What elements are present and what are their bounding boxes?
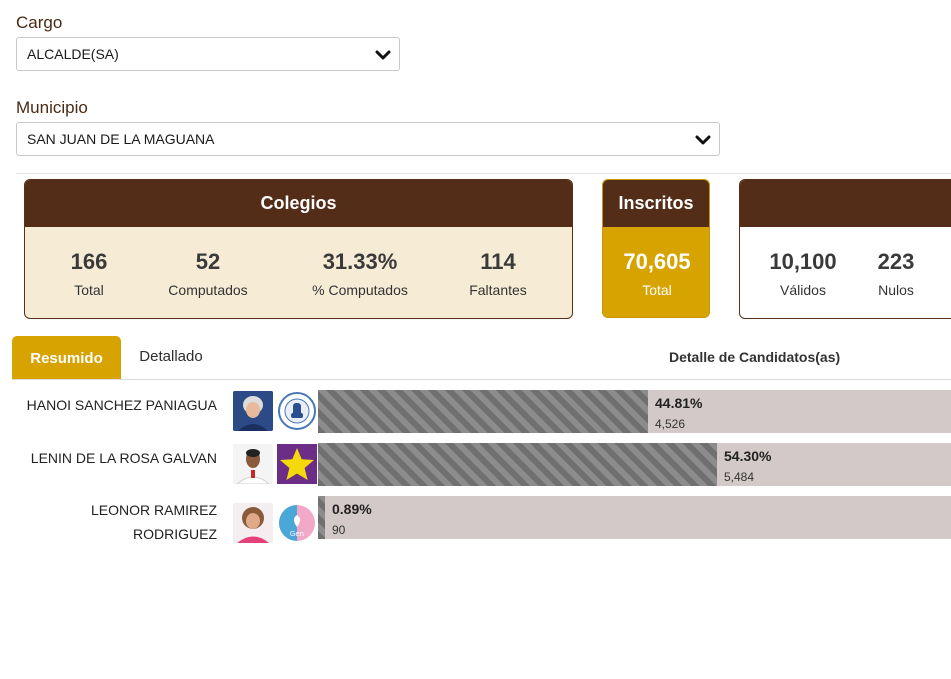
- stat-label: % Computados: [312, 282, 408, 298]
- candidate-name: LENIN DE LA ROSA GALVAN: [31, 446, 217, 470]
- stat-value: 52: [195, 249, 221, 274]
- candidate-bar-fill: [318, 496, 325, 539]
- stat-value: 31.33%: [322, 249, 398, 274]
- candidate-photo-avatar: [233, 391, 273, 431]
- cargo-select[interactable]: ALCALDE(SA): [16, 37, 400, 71]
- stat-value: 223: [877, 249, 915, 274]
- psd-party-logo-icon: [277, 391, 317, 431]
- candidate-bar-fill: [318, 390, 648, 433]
- chevron-down-icon: [375, 50, 391, 60]
- yellow-star-party-logo-icon: [277, 444, 317, 484]
- candidate-photo-avatar: [233, 503, 273, 543]
- stat-label: Nulos: [878, 282, 914, 298]
- candidate-percent: 0.89%: [332, 501, 372, 517]
- stat-label: Total: [642, 282, 672, 298]
- inscritos-card: Inscritos 70,605 Total: [602, 179, 710, 318]
- candidate-votes: 5,484: [724, 470, 755, 484]
- candidate-bar-fill: [318, 443, 717, 486]
- candidate-name: LEONOR RAMIREZ RODRIGUEZ: [91, 498, 217, 546]
- stat-label: Total: [74, 282, 104, 298]
- candidate-name-line: LEONOR RAMIREZ: [90, 502, 217, 518]
- tab-resumido[interactable]: Resumido: [12, 336, 121, 380]
- candidate-votes: 4,526: [655, 417, 686, 431]
- stat-value: 10,100: [769, 249, 837, 274]
- votos-card: 10,100 Válidos 223 Nulos: [739, 179, 951, 319]
- stat-value: 166: [70, 249, 108, 274]
- stat-value: 114: [480, 249, 516, 274]
- stat-label: Computados: [168, 282, 248, 298]
- stat-label: Faltantes: [469, 282, 527, 298]
- municipio-select-value: SAN JUAN DE LA MAGUANA: [27, 131, 215, 147]
- candidate-name-line: LENIN DE LA ROSA GALVAN: [30, 450, 217, 466]
- chevron-down-icon: [695, 135, 711, 145]
- stat-value: 70,605: [623, 249, 691, 274]
- candidate-photo-avatar: [233, 444, 273, 484]
- colegios-card: Colegios 166 Total 52 Computados 31.33% …: [24, 179, 573, 319]
- svg-text:Gen: Gen: [290, 530, 304, 538]
- inscritos-card-title: Inscritos: [603, 180, 709, 227]
- municipio-select[interactable]: SAN JUAN DE LA MAGUANA: [16, 122, 720, 156]
- detail-title: Detalle de Candidatos(as): [669, 349, 841, 365]
- candidate-votes: 90: [332, 523, 346, 537]
- tab-detallado[interactable]: Detallado: [139, 347, 203, 365]
- candidate-bar-track: 54.30% 5,484: [318, 443, 951, 486]
- candidate-bar-track: 0.89% 90: [318, 496, 951, 539]
- tabs-divider: [12, 379, 951, 380]
- candidate-percent: 44.81%: [655, 395, 703, 411]
- candidate-name-line: RODRIGUEZ: [133, 526, 217, 542]
- candidate-bar-track: 44.81% 4,526: [318, 390, 951, 433]
- colegios-card-title: Colegios: [25, 180, 572, 227]
- cargo-label: Cargo: [16, 13, 63, 32]
- candidate-percent: 54.30%: [724, 448, 772, 464]
- filters-divider: [16, 173, 951, 174]
- votos-card-header: [740, 180, 951, 227]
- candidate-name: HANOI SANCHEZ PANIAGUA: [27, 393, 217, 417]
- municipio-label: Municipio: [16, 98, 88, 117]
- candidate-name-line: HANOI SANCHEZ PANIAGUA: [26, 397, 217, 413]
- gencos-party-logo-icon: Gen: [277, 503, 317, 543]
- stat-label: Válidos: [780, 282, 826, 298]
- cargo-select-value: ALCALDE(SA): [27, 46, 119, 62]
